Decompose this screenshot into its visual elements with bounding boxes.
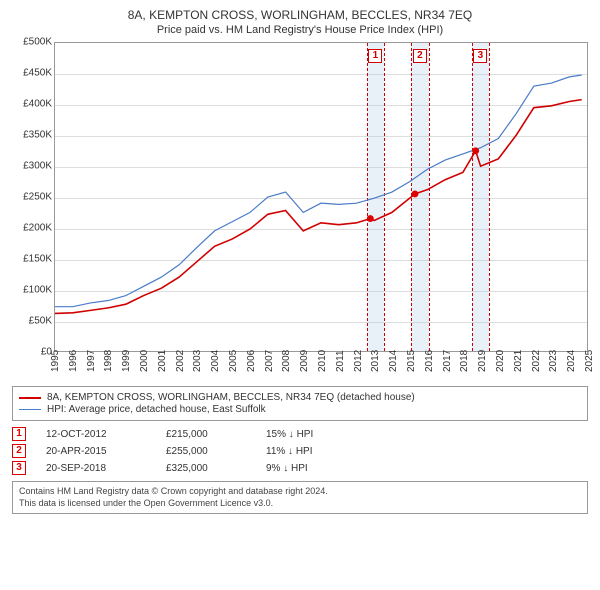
transaction-dot bbox=[367, 215, 374, 222]
band-marker: 2 bbox=[413, 49, 427, 63]
transactions-table: 1 12-OCT-2012 £215,000 15% ↓ HPI 2 20-APR-201… bbox=[12, 427, 588, 475]
transaction-row: 1 12-OCT-2012 £215,000 15% ↓ HPI bbox=[12, 427, 588, 441]
x-tick-label: 2017 bbox=[442, 350, 453, 372]
legend: 8A, KEMPTON CROSS, WORLINGHAM, BECCLES, … bbox=[12, 386, 588, 421]
transaction-row: 2 20-APR-2015 £255,000 11% ↓ HPI bbox=[12, 444, 588, 458]
chart-subtitle: Price paid vs. HM Land Registry's House … bbox=[12, 24, 588, 36]
legend-item: HPI: Average price, detached house, East… bbox=[19, 404, 581, 415]
transaction-price: £255,000 bbox=[166, 446, 246, 457]
x-tick-label: 2010 bbox=[317, 350, 328, 372]
chart-title: 8A, KEMPTON CROSS, WORLINGHAM, BECCLES, … bbox=[12, 8, 588, 22]
y-tick-label: £0 bbox=[12, 347, 52, 358]
transaction-marker: 2 bbox=[12, 444, 26, 458]
x-tick-label: 2012 bbox=[353, 350, 364, 372]
legend-label: HPI: Average price, detached house, East… bbox=[47, 404, 266, 415]
x-tick-label: 2005 bbox=[228, 350, 239, 372]
x-tick-label: 2018 bbox=[459, 350, 470, 372]
chart-area: £0 £50K £100K £150K £200K £250K £300K £350K £400… bbox=[12, 42, 588, 384]
y-tick-label: £100K bbox=[12, 285, 52, 296]
footer-line-2: This data is licensed under the Open Gov… bbox=[19, 498, 581, 510]
transaction-delta: 15% ↓ HPI bbox=[266, 429, 366, 440]
x-tick-label: 2024 bbox=[566, 350, 577, 372]
x-tick-label: 2021 bbox=[513, 350, 524, 372]
y-tick-label: £450K bbox=[12, 68, 52, 79]
x-tick-label: 2025 bbox=[584, 350, 595, 372]
x-tick-label: 2007 bbox=[264, 350, 275, 372]
series-hpi bbox=[55, 75, 582, 307]
legend-swatch bbox=[19, 397, 41, 399]
transaction-delta: 9% ↓ HPI bbox=[266, 463, 366, 474]
x-tick-label: 1996 bbox=[68, 350, 79, 372]
x-tick-label: 2014 bbox=[388, 350, 399, 372]
y-tick-label: £250K bbox=[12, 192, 52, 203]
transaction-date: 12-OCT-2012 bbox=[46, 429, 146, 440]
y-tick-label: £150K bbox=[12, 254, 52, 265]
x-tick-label: 2006 bbox=[246, 350, 257, 372]
x-tick-label: 2004 bbox=[210, 350, 221, 372]
x-tick-label: 2015 bbox=[406, 350, 417, 372]
x-tick-label: 1997 bbox=[86, 350, 97, 372]
x-tick-label: 2008 bbox=[281, 350, 292, 372]
x-tick-label: 1999 bbox=[121, 350, 132, 372]
transaction-marker: 1 bbox=[12, 427, 26, 441]
x-axis: 1995199619971998199920002001200220032004… bbox=[54, 352, 588, 384]
y-tick-label: £200K bbox=[12, 223, 52, 234]
y-axis: £0£50K£100K£150K£200K£250K£300K£350K£400… bbox=[12, 42, 54, 352]
series-lines bbox=[55, 43, 587, 351]
transaction-row: 3 20-SEP-2018 £325,000 9% ↓ HPI bbox=[12, 461, 588, 475]
x-tick-label: 2011 bbox=[335, 350, 346, 372]
x-tick-label: 2020 bbox=[495, 350, 506, 372]
x-tick-label: 2013 bbox=[370, 350, 381, 372]
legend-label: 8A, KEMPTON CROSS, WORLINGHAM, BECCLES, … bbox=[47, 392, 415, 403]
x-tick-label: 1998 bbox=[103, 350, 114, 372]
transaction-date: 20-APR-2015 bbox=[46, 446, 146, 457]
x-tick-label: 2001 bbox=[157, 350, 168, 372]
transaction-delta: 11% ↓ HPI bbox=[266, 446, 366, 457]
x-tick-label: 2000 bbox=[139, 350, 150, 372]
transaction-price: £325,000 bbox=[166, 463, 246, 474]
x-tick-label: 2009 bbox=[299, 350, 310, 372]
x-tick-label: 2002 bbox=[175, 350, 186, 372]
plot-region: 1 2 3 bbox=[54, 42, 588, 352]
transaction-price: £215,000 bbox=[166, 429, 246, 440]
y-tick-label: £50K bbox=[12, 316, 52, 327]
y-tick-label: £400K bbox=[12, 99, 52, 110]
transaction-dot bbox=[472, 147, 479, 154]
legend-swatch bbox=[19, 409, 41, 410]
band-marker: 3 bbox=[473, 49, 487, 63]
footer-line-1: Contains HM Land Registry data © Crown c… bbox=[19, 486, 581, 498]
transaction-date: 20-SEP-2018 bbox=[46, 463, 146, 474]
x-tick-label: 2023 bbox=[548, 350, 559, 372]
footer-attribution: Contains HM Land Registry data © Crown c… bbox=[12, 481, 588, 514]
y-tick-label: £500K bbox=[12, 37, 52, 48]
x-tick-label: 1995 bbox=[50, 350, 61, 372]
legend-item: 8A, KEMPTON CROSS, WORLINGHAM, BECCLES, … bbox=[19, 392, 581, 403]
transaction-dot bbox=[411, 190, 418, 197]
x-tick-label: 2016 bbox=[424, 350, 435, 372]
x-tick-label: 2019 bbox=[477, 350, 488, 372]
transaction-marker: 3 bbox=[12, 461, 26, 475]
y-tick-label: £300K bbox=[12, 161, 52, 172]
x-tick-label: 2003 bbox=[192, 350, 203, 372]
y-tick-label: £350K bbox=[12, 130, 52, 141]
x-tick-label: 2022 bbox=[531, 350, 542, 372]
band-marker: 1 bbox=[368, 49, 382, 63]
